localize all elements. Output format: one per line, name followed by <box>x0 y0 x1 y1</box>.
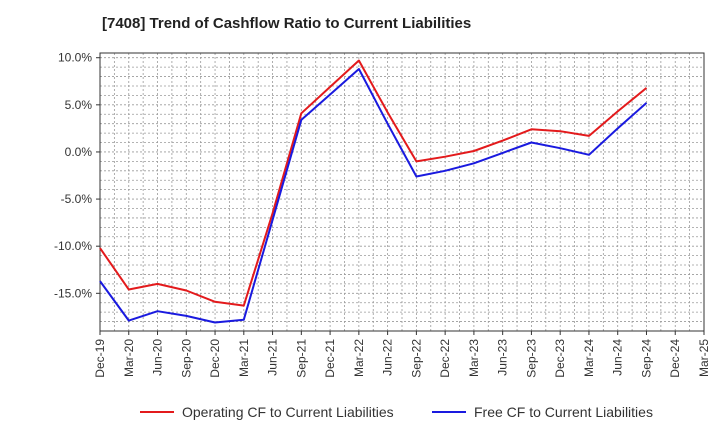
series-line-operating-cf <box>99 59 648 307</box>
x-tick-label: Mar-25 <box>697 339 711 377</box>
x-tick-label: Jun-24 <box>611 339 625 376</box>
x-tick-label: Jun-22 <box>381 339 395 376</box>
x-tick-label: Dec-21 <box>323 339 337 378</box>
x-tick-label: Mar-24 <box>582 339 596 377</box>
legend-item-operating-cf: Operating CF to Current Liabilities <box>140 404 394 420</box>
x-tick-label: Sep-22 <box>409 339 423 378</box>
legend-swatch-free-cf <box>432 411 466 413</box>
x-tick-label: Mar-20 <box>122 339 136 377</box>
x-tick-label: Jun-21 <box>266 339 280 376</box>
legend-label-operating-cf: Operating CF to Current Liabilities <box>182 404 394 420</box>
legend-swatch-operating-cf <box>140 411 174 413</box>
y-tick-label: 10.0% <box>58 51 92 65</box>
legend: Operating CF to Current Liabilities Free… <box>0 404 720 426</box>
y-tick-label: 0.0% <box>65 145 93 159</box>
x-tick-label: Dec-20 <box>208 339 222 378</box>
x-tick-label: Dec-22 <box>438 339 452 378</box>
x-tick-label: Sep-24 <box>639 339 653 378</box>
x-tick-label: Sep-21 <box>294 339 308 378</box>
x-tick-label: Mar-23 <box>467 339 481 377</box>
x-tick-label: Sep-23 <box>524 339 538 378</box>
y-tick-label: -5.0% <box>61 192 93 206</box>
x-tick-label: Mar-21 <box>237 339 251 377</box>
x-tick-label: Dec-23 <box>553 339 567 378</box>
legend-item-free-cf: Free CF to Current Liabilities <box>432 404 653 420</box>
legend-label-free-cf: Free CF to Current Liabilities <box>474 404 653 420</box>
x-tick-label: Sep-20 <box>179 339 193 378</box>
y-tick-label: 5.0% <box>65 98 93 112</box>
y-tick-label: -15.0% <box>54 286 92 300</box>
x-tick-label: Jun-20 <box>151 339 165 376</box>
chart-title: [7408] Trend of Cashflow Ratio to Curren… <box>102 15 472 32</box>
x-tick-label: Dec-19 <box>93 339 107 378</box>
x-tick-label: Mar-22 <box>352 339 366 377</box>
series-line-free-cf <box>99 68 648 324</box>
plot-frame <box>99 52 705 332</box>
y-tick-label: -10.0% <box>54 239 92 253</box>
x-tick-label: Dec-24 <box>668 339 682 378</box>
x-tick-label: Jun-23 <box>496 339 510 376</box>
plot-area <box>100 53 704 331</box>
